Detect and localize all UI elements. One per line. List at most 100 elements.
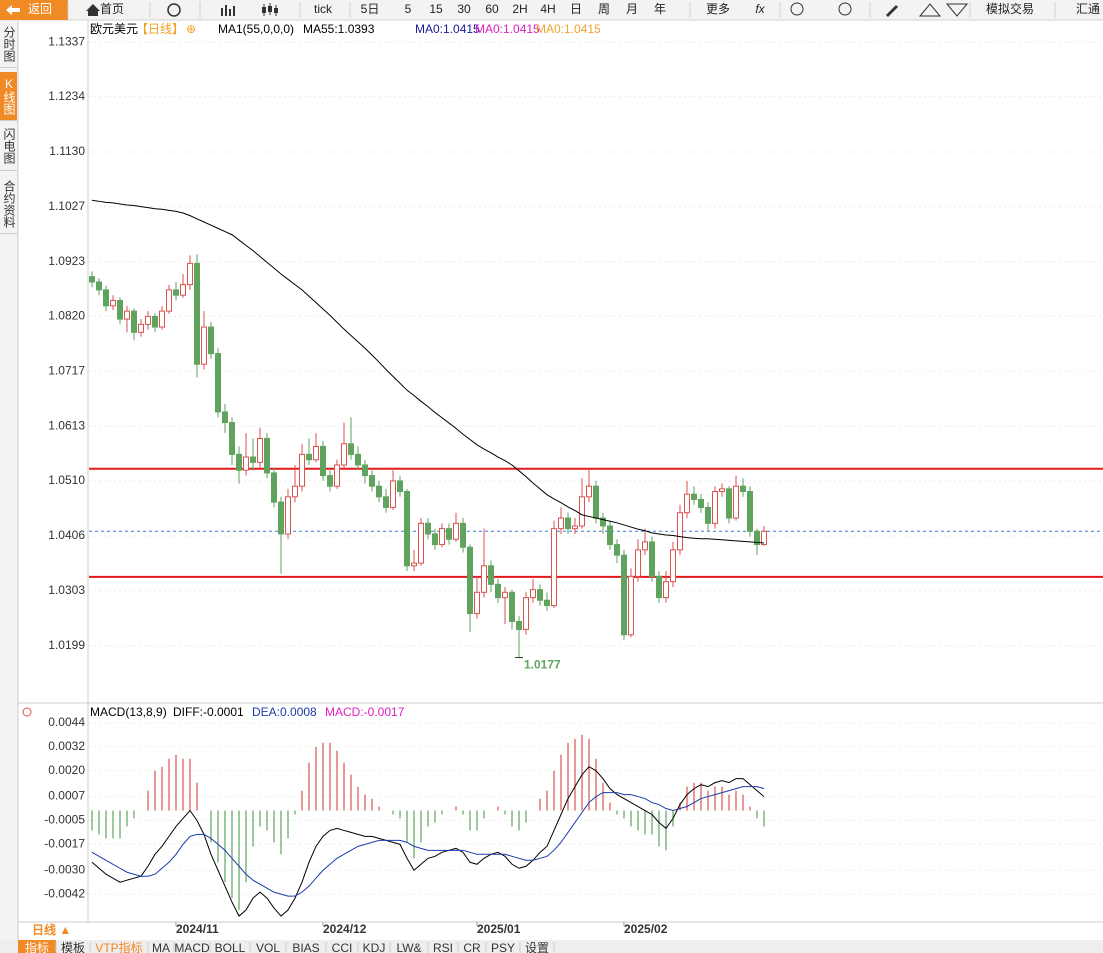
toolbar-button[interactable]: 5日	[361, 2, 380, 16]
candle-body	[600, 517, 606, 527]
bottom-tab[interactable]: 指标	[25, 940, 49, 953]
candle-icon[interactable]	[262, 6, 278, 13]
zoom-in-icon[interactable]	[838, 2, 852, 16]
candle-body	[565, 517, 571, 530]
toolbar-button[interactable]: 更多	[706, 2, 730, 16]
candle-body	[96, 281, 102, 291]
candle-body	[362, 464, 368, 477]
toolbar-button[interactable]: 周	[598, 2, 610, 16]
legend-entry: MA0:1.0415	[475, 22, 540, 36]
refresh-icon[interactable]	[167, 3, 181, 17]
toolbar-button[interactable]: 2H	[512, 2, 527, 16]
bottom-tab[interactable]: BOLL	[215, 941, 246, 953]
candle-body	[397, 480, 403, 493]
candle-body	[649, 541, 655, 577]
candle-body	[579, 496, 585, 527]
toolbar-button[interactable]: 月	[626, 2, 638, 16]
candle-body	[593, 485, 599, 519]
toolbar-button[interactable]: 15	[429, 2, 443, 16]
candle-body	[614, 544, 620, 556]
candle-body	[404, 491, 410, 567]
bottom-tab[interactable]: MA	[152, 941, 170, 953]
candle-body	[411, 562, 417, 567]
candle-body	[89, 276, 95, 283]
candle-body	[320, 445, 326, 477]
candle-body	[264, 437, 270, 474]
down-icon[interactable]	[945, 3, 969, 17]
legend-entry: DIFF:-0.0001	[173, 705, 244, 719]
bottom-tab[interactable]: BIAS	[292, 941, 319, 953]
toolbar-button[interactable]: 返回	[28, 2, 52, 16]
toolbar-button[interactable]: fx	[755, 2, 765, 16]
bottom-tab[interactable]: VTP指标	[95, 940, 142, 953]
y-tick-label: -0.0005	[44, 813, 85, 827]
toolbar-button[interactable]: 首页	[100, 2, 124, 16]
home-icon	[86, 4, 100, 16]
candle-body	[187, 262, 193, 286]
candle-body	[103, 289, 109, 307]
low-label: 1.0177	[524, 658, 561, 672]
y-tick-label: -0.0042	[44, 886, 85, 900]
side-tab[interactable]: 合约资料	[0, 175, 17, 234]
back-button-bg[interactable]	[0, 0, 68, 20]
y-tick-label: 1.0923	[48, 254, 85, 268]
toolbar-button[interactable]: 年	[654, 2, 666, 16]
candle-body	[502, 591, 508, 599]
candle-body	[271, 472, 277, 503]
period-selector[interactable]: 日线 ▲	[32, 922, 71, 937]
candle-body	[439, 528, 445, 546]
candle-body	[152, 315, 158, 328]
toolbar-button[interactable]: 日	[570, 2, 582, 16]
bottom-tab[interactable]: CCI	[332, 941, 353, 953]
candle-body	[572, 525, 578, 530]
candle-body	[201, 326, 207, 365]
macd-settings-icon[interactable]	[22, 707, 32, 717]
y-tick-label: 0.0044	[48, 715, 85, 729]
side-tab[interactable]: K线图	[0, 72, 17, 121]
toolbar-button[interactable]: 60	[485, 2, 499, 16]
y-tick-label: 0.0007	[48, 789, 85, 803]
toolbar-button[interactable]: tick	[314, 2, 333, 16]
toolbar-button[interactable]: 模拟交易	[986, 1, 1034, 16]
candle-body	[285, 496, 291, 535]
toolbar-button[interactable]: 4H	[540, 2, 555, 16]
bottom-tab[interactable]: KDJ	[363, 941, 386, 953]
candle-body	[712, 491, 718, 524]
candle-body	[691, 493, 697, 500]
candle-body	[621, 554, 627, 636]
candle-body	[537, 589, 543, 601]
candle-body	[355, 453, 361, 466]
bottom-tab[interactable]: 模板	[61, 941, 85, 953]
up-icon[interactable]	[918, 3, 942, 17]
candle-body	[369, 475, 375, 487]
bottom-tab[interactable]: VOL	[256, 941, 280, 953]
candle-body	[208, 326, 214, 355]
candle-body	[138, 323, 144, 333]
candle-body	[215, 353, 221, 413]
candle-body	[740, 485, 746, 493]
toolbar-button[interactable]: 汇通	[1076, 2, 1100, 16]
bar-icon[interactable]	[221, 5, 235, 16]
candle-body	[705, 506, 711, 524]
candle-body	[684, 493, 690, 514]
zoom-out-icon[interactable]	[790, 2, 804, 16]
bottom-tab[interactable]: RSI	[433, 941, 453, 953]
bottom-tab[interactable]: MACD	[174, 941, 210, 953]
toolbar-button[interactable]: 30	[457, 2, 471, 16]
bottom-tab[interactable]: LW&	[396, 941, 421, 953]
side-bar	[0, 21, 18, 940]
side-tab[interactable]: 分时图	[0, 21, 17, 68]
bottom-tab[interactable]: 设置	[525, 941, 549, 953]
back-icon	[6, 5, 20, 15]
side-tab[interactable]: 闪电图	[0, 122, 17, 171]
candle-body	[656, 575, 662, 599]
pen-icon[interactable]	[886, 5, 898, 17]
bottom-tab-active	[18, 940, 56, 953]
y-tick-label: 0.0020	[48, 763, 85, 777]
toolbar-button[interactable]: 5	[405, 2, 412, 16]
candle-body	[474, 591, 480, 615]
bottom-tab[interactable]: PSY	[491, 941, 515, 953]
bottom-tab[interactable]: CR	[463, 941, 481, 953]
